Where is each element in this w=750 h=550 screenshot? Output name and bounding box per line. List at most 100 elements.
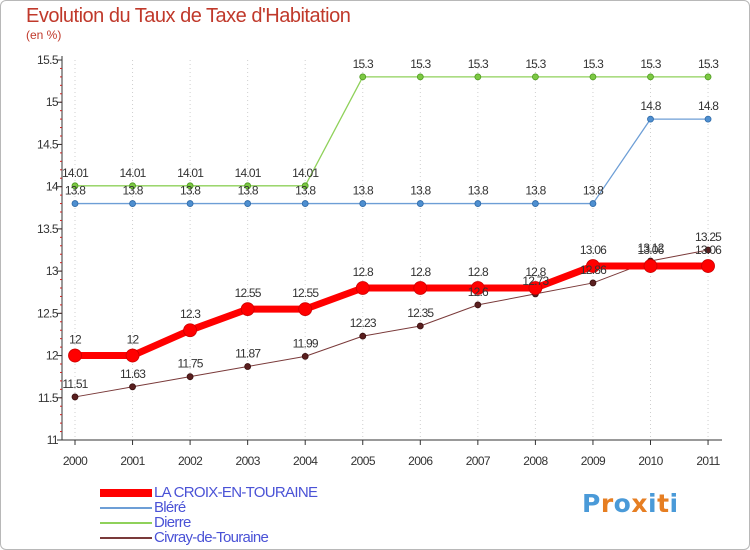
series-line (74, 249, 709, 398)
data-point (71, 182, 79, 190)
y-tick-label: 12 (46, 349, 59, 363)
legend-swatch (100, 507, 152, 509)
proxiti-logo: Proxiti (582, 489, 679, 518)
data-label: 13.8 (353, 184, 374, 198)
data-label: 12.8 (410, 265, 431, 279)
data-label: 12.86 (580, 263, 607, 277)
data-point (244, 200, 252, 207)
legend-swatch (100, 522, 152, 524)
data-label: 14.8 (640, 99, 661, 113)
data-label: 15.3 (583, 57, 604, 71)
data-label: 13.8 (65, 184, 86, 198)
data-label: 12.8 (468, 265, 489, 279)
data-point (416, 200, 424, 207)
data-point (186, 182, 194, 190)
data-point (359, 200, 367, 207)
grid (74, 60, 709, 440)
data-point (129, 182, 136, 190)
data-point (474, 301, 482, 309)
data-point (647, 115, 654, 123)
series-line (74, 76, 709, 187)
data-label: 13.12 (637, 241, 664, 255)
y-tick-label: 11.5 (38, 391, 59, 405)
data-label: 14.01 (235, 166, 262, 180)
data-label: 11.99 (293, 336, 319, 350)
data-label: 15.3 (698, 57, 719, 71)
data-label: 14.01 (62, 166, 89, 180)
data-labels: 14.01 14.01 14.01 14.01 14.01 15.3 15.3 15.3 15.… (62, 57, 723, 391)
data-point (413, 281, 428, 295)
data-label: 12.55 (235, 286, 262, 300)
chart-unit-label: (en %) (26, 28, 62, 42)
data-label: 12.3 (180, 307, 201, 321)
data-point (186, 200, 194, 207)
data-point (71, 200, 79, 207)
data-point (647, 73, 654, 81)
legend-label: Civray-de-Touraine (154, 529, 269, 546)
data-label: 15.3 (353, 57, 374, 71)
data-label: 15.3 (410, 57, 431, 71)
data-label: 11.63 (120, 367, 146, 381)
y-tick-label: 11 (47, 433, 59, 447)
data-label: 15.3 (640, 57, 661, 71)
data-label: 12.23 (350, 316, 377, 330)
data-point (704, 115, 712, 123)
x-tick-label: 2006 (408, 454, 433, 468)
data-point (68, 348, 82, 363)
x-tick-label: 2010 (638, 454, 663, 468)
data-point (301, 352, 309, 360)
data-point (129, 383, 136, 391)
data-label: 11.75 (178, 357, 204, 371)
data-label: 13.8 (468, 184, 489, 198)
data-point (416, 73, 424, 81)
x-tick-label: 2004 (293, 454, 318, 468)
data-point (244, 363, 252, 370)
data-label: 12.6 (468, 285, 489, 299)
data-label: 11.51 (62, 377, 88, 391)
data-point (586, 259, 600, 273)
data-label: 13.8 (525, 184, 546, 198)
x-tick-label: 2002 (178, 454, 203, 468)
data-point (470, 281, 485, 295)
chart-title: Evolution du Taux de Taxe d'Habitation (26, 5, 351, 27)
data-point (359, 332, 367, 340)
data-point (125, 348, 140, 363)
data-label: 13.06 (580, 243, 607, 257)
legend-label: Bléré (154, 499, 186, 516)
x-tick-label: 2000 (63, 454, 88, 468)
data-point (298, 302, 313, 317)
y-tick-label: 14.5 (37, 137, 59, 151)
y-tick-label: 15.5 (37, 53, 59, 67)
data-point (704, 73, 712, 81)
y-tick-label: 12.5 (37, 306, 59, 320)
data-label: 12.55 (292, 286, 319, 300)
series-lines (68, 73, 715, 401)
y-tick-label: 13.5 (37, 222, 59, 236)
data-label: 13.8 (583, 184, 604, 198)
legend-swatch (100, 489, 152, 497)
data-label: 15.3 (468, 57, 489, 71)
data-label: 12 (127, 333, 140, 347)
x-tick-label: 2008 (523, 454, 548, 468)
data-point (532, 73, 539, 81)
data-point (301, 200, 309, 207)
data-label: 13.25 (695, 230, 722, 244)
axes: 11 11.5 12 12.5 13 13.5 14 14.5 15 15.5 2000 2001 20… (37, 53, 722, 468)
data-point (240, 302, 255, 317)
data-label: 13.06 (637, 243, 664, 257)
data-point (474, 73, 482, 81)
data-point (474, 200, 482, 207)
data-label: 12.73 (522, 274, 549, 288)
data-label: 13.8 (295, 184, 316, 198)
data-label: 13.06 (695, 243, 722, 257)
data-point (589, 279, 597, 287)
data-point (355, 281, 370, 295)
data-point (71, 393, 79, 401)
x-tick-label: 2001 (120, 454, 145, 468)
data-label: 12.35 (407, 306, 434, 320)
x-tick-label: 2009 (581, 454, 606, 468)
data-label: 14.01 (177, 166, 204, 180)
y-tick-label: 15 (46, 95, 59, 109)
data-point (129, 200, 136, 207)
